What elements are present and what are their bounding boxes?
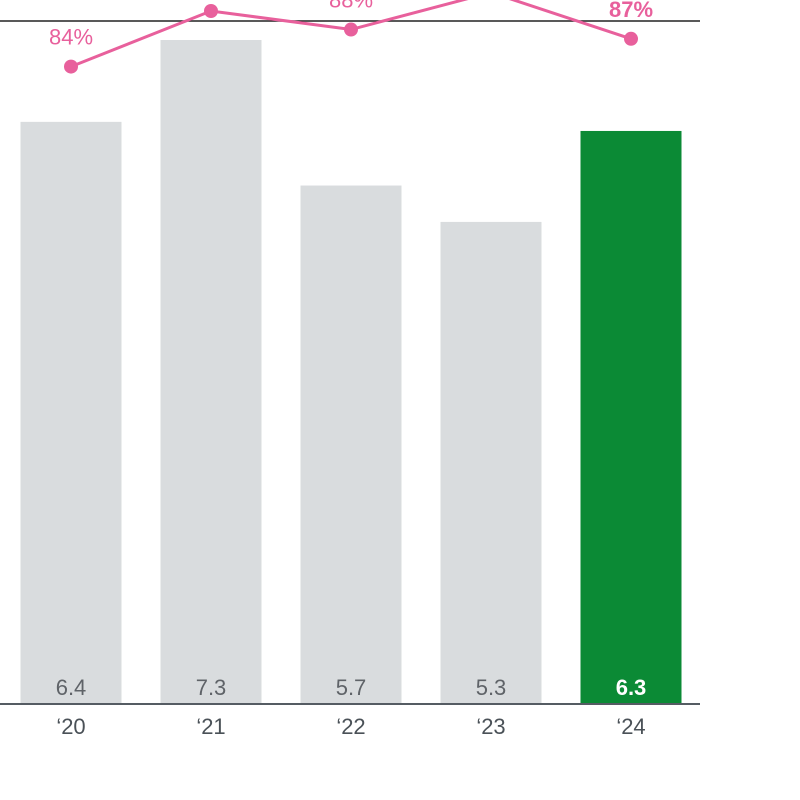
bar-labels-group: 6.4 7.3 5.7 5.3 6.3 — [56, 675, 647, 700]
percentage-label-4: 87% — [609, 0, 653, 22]
percentage-label-0: 84% — [49, 25, 93, 50]
bar-value-label-4: 6.3 — [616, 675, 647, 700]
bars-group — [20, 40, 682, 705]
bar-0 — [20, 121, 122, 704]
bar-3 — [440, 221, 542, 705]
bar-2 — [300, 185, 402, 704]
bar-value-label-0: 6.4 — [56, 675, 87, 700]
bar-value-label-2: 5.7 — [336, 675, 367, 700]
percentage-label-2: 88% — [329, 0, 373, 13]
x-labels-group: ‘20 ‘21 ‘22 ‘23 ‘24 — [56, 714, 645, 739]
percentage-point-2 — [344, 22, 358, 37]
percentage-points-group — [64, 4, 638, 74]
percentage-point-0 — [64, 59, 78, 74]
x-tick-label-2: ‘22 — [336, 714, 365, 739]
bar-1 — [160, 40, 262, 704]
x-tick-label-1: ‘21 — [196, 714, 225, 739]
bar-4 — [580, 130, 682, 704]
bar-value-label-3: 5.3 — [476, 675, 507, 700]
x-tick-label-3: ‘23 — [476, 714, 505, 739]
percentage-point-4 — [624, 31, 638, 46]
percentage-labels-group: 84%90%88%92%87% — [49, 0, 653, 50]
x-tick-label-4: ‘24 — [616, 714, 645, 739]
percentage-point-1 — [204, 4, 218, 18]
bar-value-label-1: 7.3 — [196, 675, 227, 700]
x-tick-label-0: ‘20 — [56, 714, 85, 739]
